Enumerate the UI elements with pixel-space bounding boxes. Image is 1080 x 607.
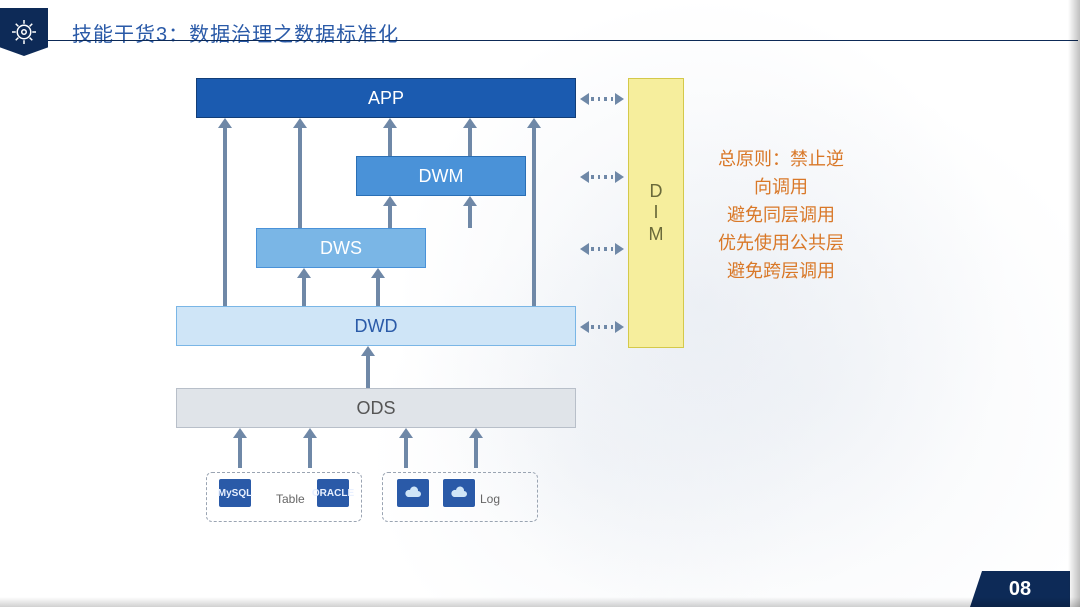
up-arrow (371, 268, 385, 306)
source-icon (396, 478, 430, 508)
up-arrow (303, 428, 317, 468)
up-arrow (297, 268, 311, 306)
logo-badge (0, 8, 48, 56)
source-icon (442, 478, 476, 508)
up-arrow (463, 196, 477, 228)
up-arrow (383, 196, 397, 228)
bidir-arrow (580, 92, 624, 106)
layer-dwd: DWD (176, 306, 576, 346)
up-arrow (469, 428, 483, 468)
gear-icon (9, 17, 39, 47)
principles-text: 总原则：禁止逆向调用避免同层调用优先使用公共层避免跨层调用 (718, 146, 844, 285)
layer-dwm: DWM (356, 156, 526, 196)
source-icon: MySQL (218, 478, 252, 508)
up-arrow (527, 118, 541, 306)
up-arrow (463, 118, 477, 156)
up-arrow (293, 118, 307, 228)
layer-ods: ODS (176, 388, 576, 428)
bidir-arrow (580, 242, 624, 256)
up-arrow (361, 346, 375, 388)
up-arrow (218, 118, 232, 306)
source-icon: ORACLE (316, 478, 350, 508)
header: 技能干货3：数据治理之数据标准化 (0, 8, 399, 56)
header-underline (48, 40, 1078, 41)
bidir-arrow (580, 320, 624, 334)
page-title: 技能干货3：数据治理之数据标准化 (72, 18, 399, 47)
up-arrow (233, 428, 247, 468)
layer-app: APP (196, 78, 576, 118)
source-caption: Table (276, 492, 305, 506)
bidir-arrow (580, 170, 624, 184)
shadow-bottom (0, 597, 1080, 607)
shadow-right (1068, 0, 1080, 607)
up-arrow (399, 428, 413, 468)
layer-dim: DIM (628, 78, 684, 348)
source-caption: Log (480, 492, 500, 506)
up-arrow (383, 118, 397, 156)
layer-dws: DWS (256, 228, 426, 268)
